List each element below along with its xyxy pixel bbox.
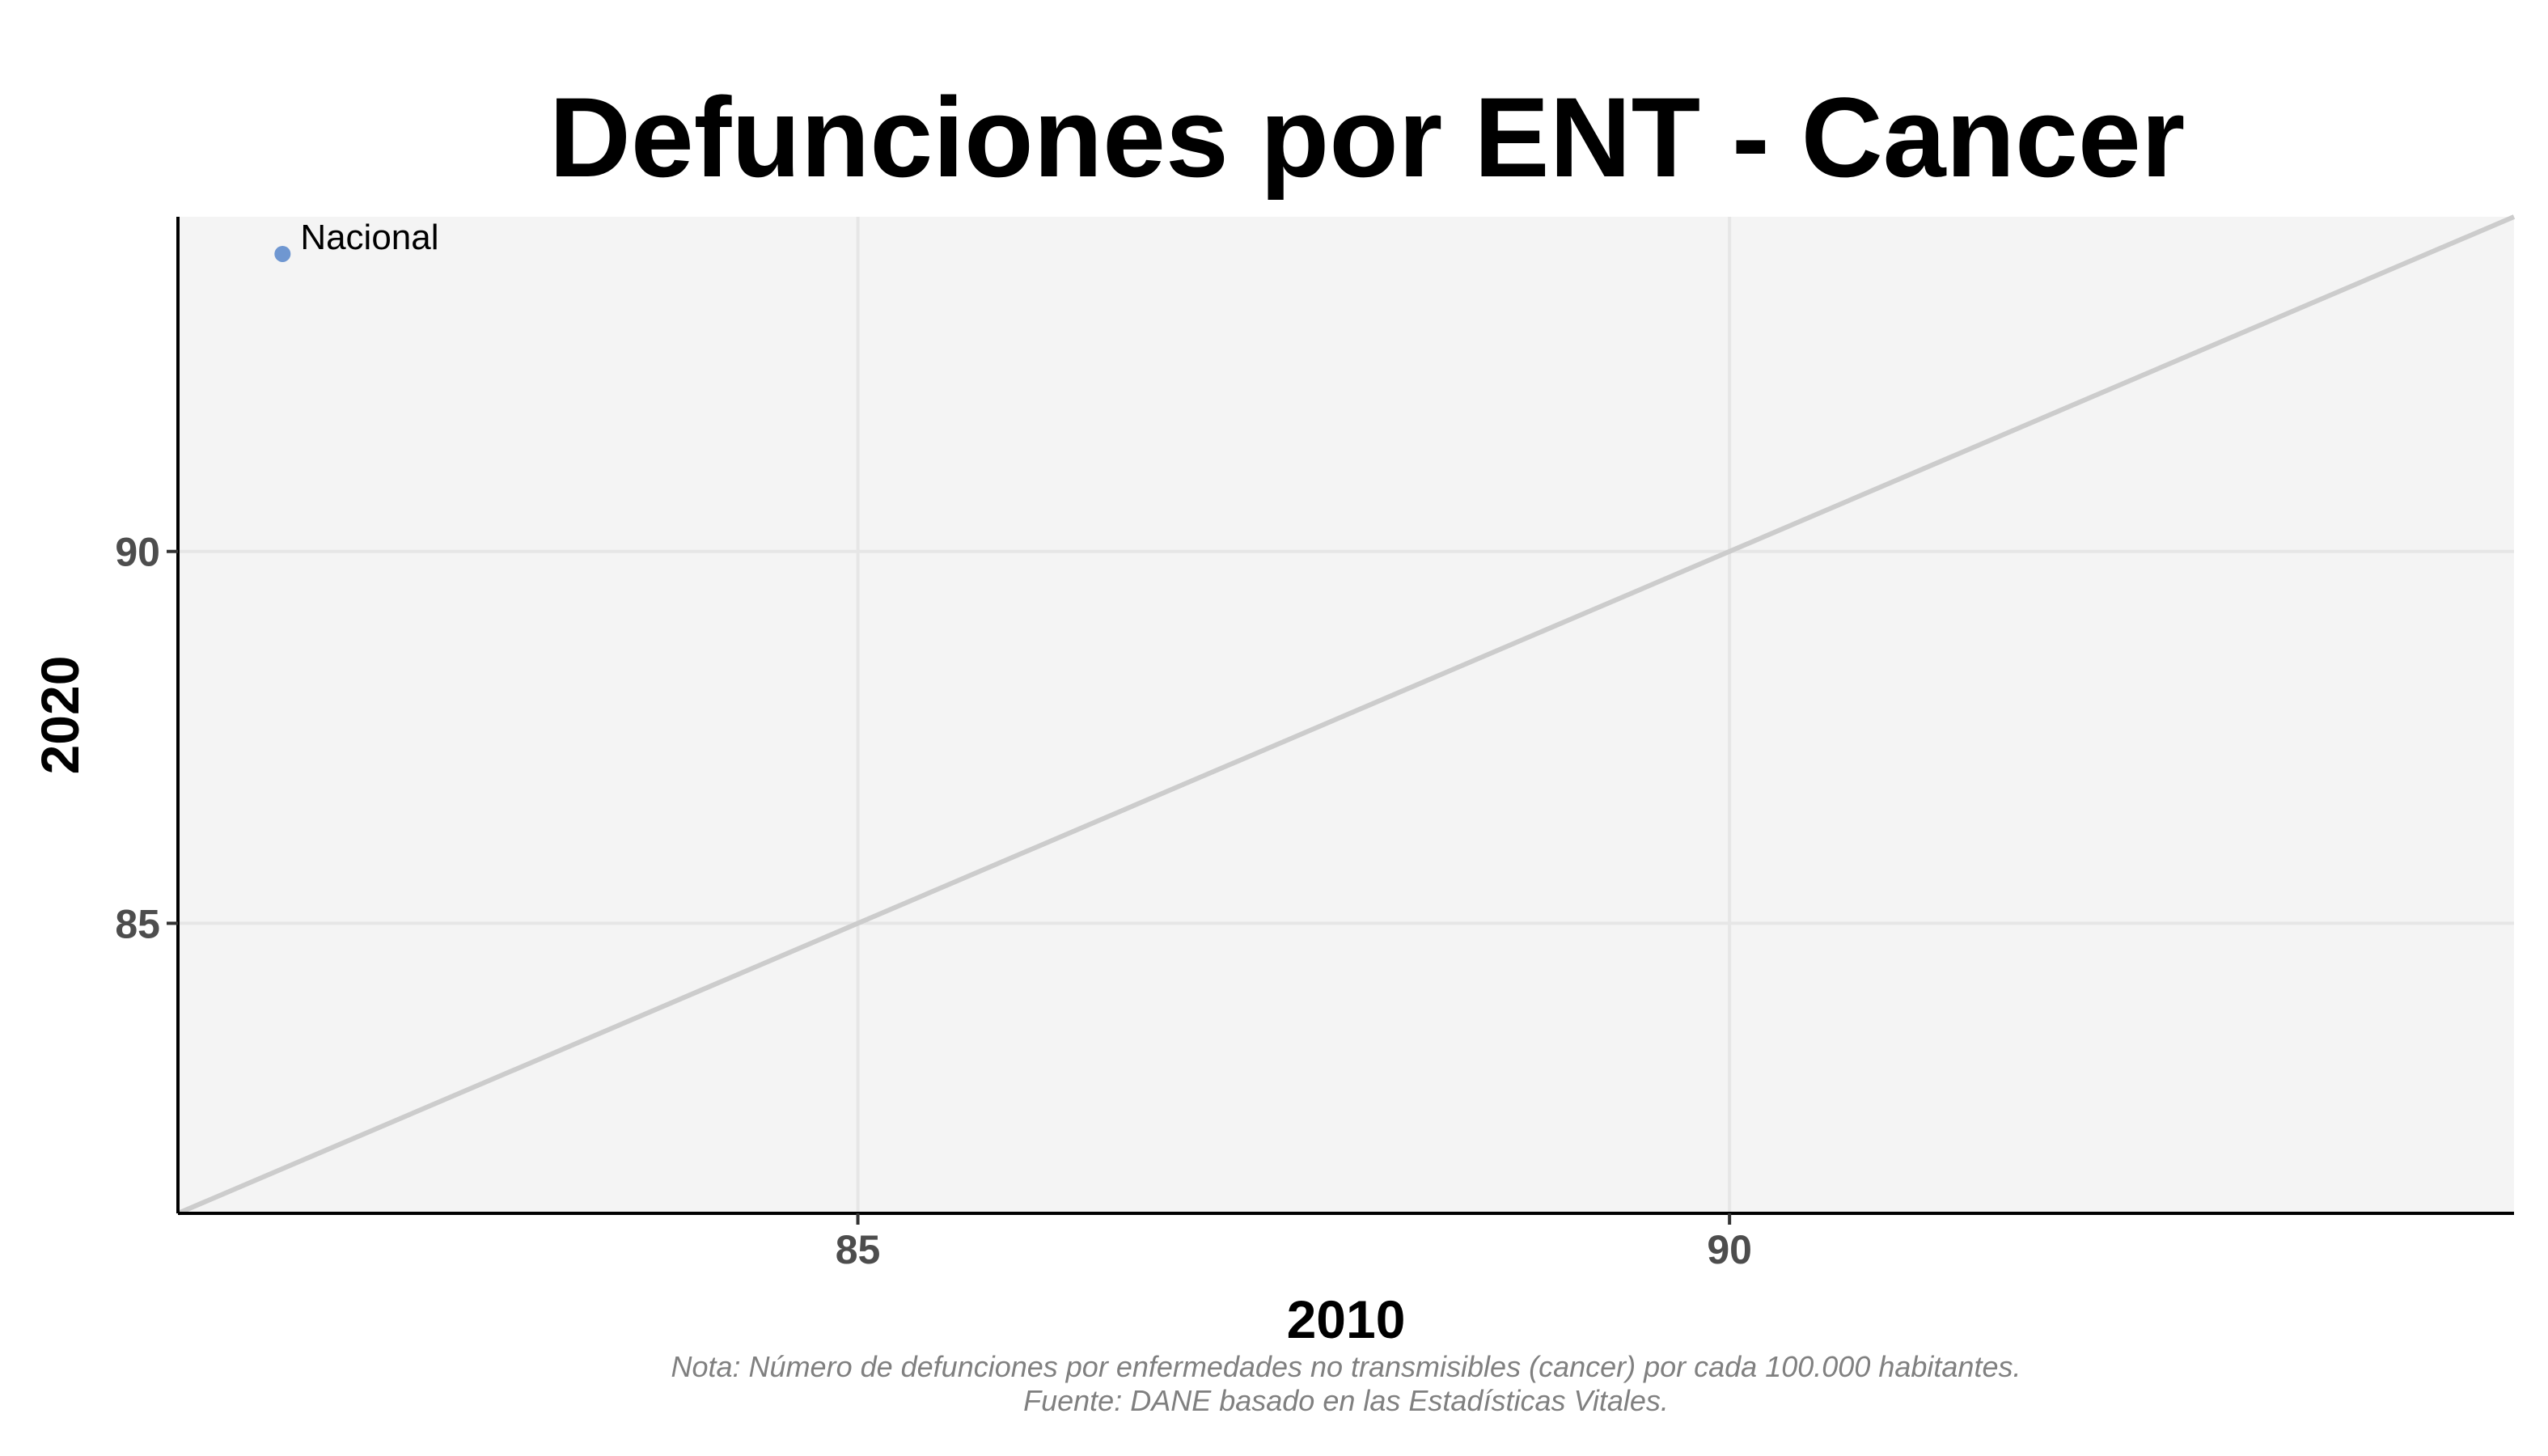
data-point-label-0: Nacional (300, 218, 438, 257)
data-point-0 (274, 245, 291, 262)
y-axis-title: 2020 (30, 656, 90, 775)
y-axis-ticks: 85 90 (115, 530, 178, 946)
x-axis-title: 2010 (1287, 1289, 1406, 1349)
chart-title: Defunciones por ENT - Cancer (549, 74, 2186, 201)
caption-note: Nota: Número de defunciones por enfermed… (671, 1350, 2021, 1383)
x-axis-ticks: 85 90 (836, 1213, 1752, 1272)
x-tick-label-1: 90 (1707, 1227, 1752, 1272)
x-tick-label-0: 85 (836, 1227, 881, 1272)
data-points: Nacional (274, 218, 439, 262)
grid-lines (178, 217, 2514, 1213)
identity-reference-line (176, 214, 2516, 1216)
caption-source: Fuente: DANE basado en las Estadísticas … (1023, 1384, 1669, 1417)
y-tick-label-1: 90 (115, 530, 160, 575)
y-tick-label-0: 85 (115, 901, 160, 946)
